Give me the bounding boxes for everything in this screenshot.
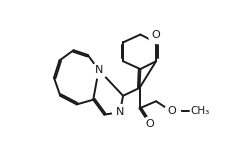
Text: O: O xyxy=(145,119,154,129)
Point xyxy=(148,123,152,125)
Text: N: N xyxy=(116,107,124,117)
Point xyxy=(170,110,174,113)
Text: O: O xyxy=(167,106,176,116)
Text: N: N xyxy=(95,65,103,75)
Point xyxy=(118,111,122,114)
Point xyxy=(154,33,158,36)
Text: CH₃: CH₃ xyxy=(191,106,210,116)
Text: O: O xyxy=(152,30,160,40)
Point xyxy=(97,69,101,71)
